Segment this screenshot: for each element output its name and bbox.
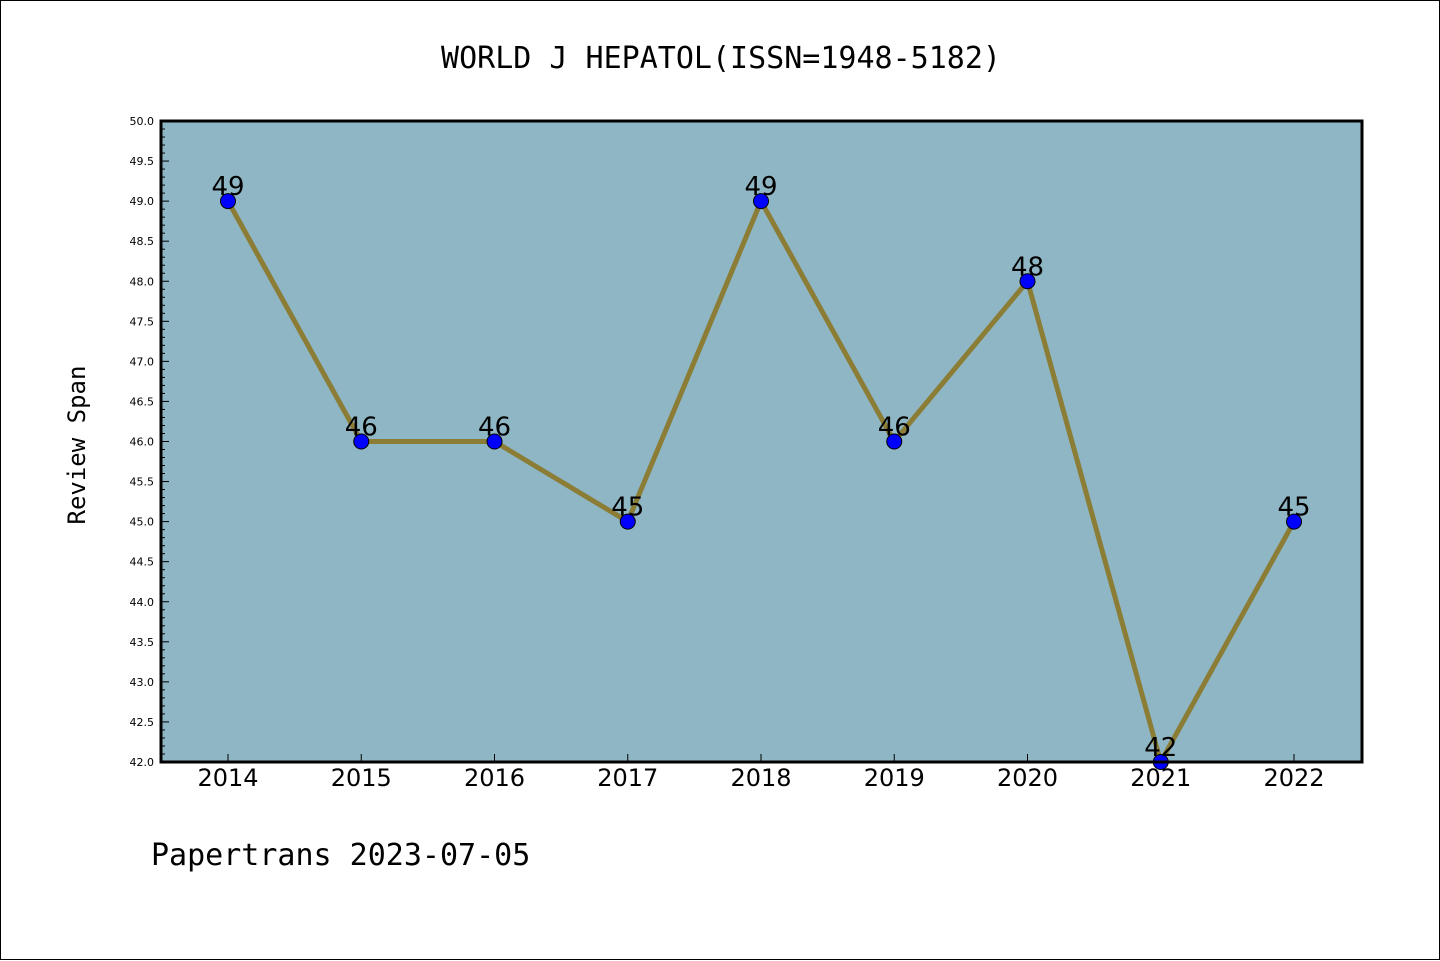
y-axis-label: Review Span [63,366,91,525]
y-tick-label: 48.5 [130,235,155,248]
y-tick-label: 46.5 [130,395,155,408]
y-axis: 42.0 42.5 43.0 43.5 44.0 44.5 45.0 45.5 46.0 46.5… [130,115,169,769]
x-tick-label: 2020 [997,764,1058,792]
data-label: 46 [878,413,911,443]
y-tick-label: 42.0 [130,756,155,769]
y-tick-label: 45.5 [130,476,155,489]
x-tick-label: 2015 [331,764,392,792]
data-label: 48 [1011,252,1044,282]
data-point [353,433,370,450]
plot-frame [159,119,1364,764]
data-point [1286,513,1302,530]
y-tick-label: 49.5 [130,155,155,168]
data-label: 49 [744,172,777,202]
data-labels: 49 46 46 45 49 46 48 42 45 [211,172,1310,763]
x-tick-label: 2018 [730,764,791,792]
data-point [619,513,636,530]
data-point [1019,273,1036,290]
y-tick-label: 46.0 [130,436,155,449]
x-tick-label: 2019 [864,764,925,792]
data-point [486,433,503,450]
data-point [220,193,236,210]
y-tick-label: 42.5 [130,716,155,729]
y-tick-label: 47.5 [130,315,155,328]
chart-title: WORLD J HEPATOL(ISSN=1948-5182) [441,41,1001,76]
data-point [886,433,903,450]
y-tick-label: 44.0 [130,596,155,609]
data-point [753,193,769,210]
data-label: 46 [478,413,511,443]
y-tick-label: 49.0 [130,195,155,208]
footer-text: Papertrans 2023-07-05 [151,838,530,873]
x-tick-label: 2016 [464,764,525,792]
y-tick-label: 50.0 [130,115,155,128]
data-label: 42 [1144,733,1177,763]
data-label: 49 [211,172,244,202]
y-tick-label: 48.0 [130,275,155,288]
data-label: 45 [611,493,644,523]
y-tick-label: 43.0 [130,676,155,689]
plot-area [161,121,1362,762]
x-tick-label: 2022 [1263,764,1324,792]
y-tick-label: 45.0 [130,516,155,529]
y-tick-label: 47.0 [130,355,155,368]
data-markers [220,193,1302,770]
y-tick-label: 44.5 [130,556,155,569]
y-tick-label: 43.5 [130,636,155,649]
data-label: 45 [1277,493,1310,523]
x-tick-label: 2014 [197,764,258,792]
x-tick-label: 2017 [597,764,658,792]
data-label: 46 [345,413,378,443]
